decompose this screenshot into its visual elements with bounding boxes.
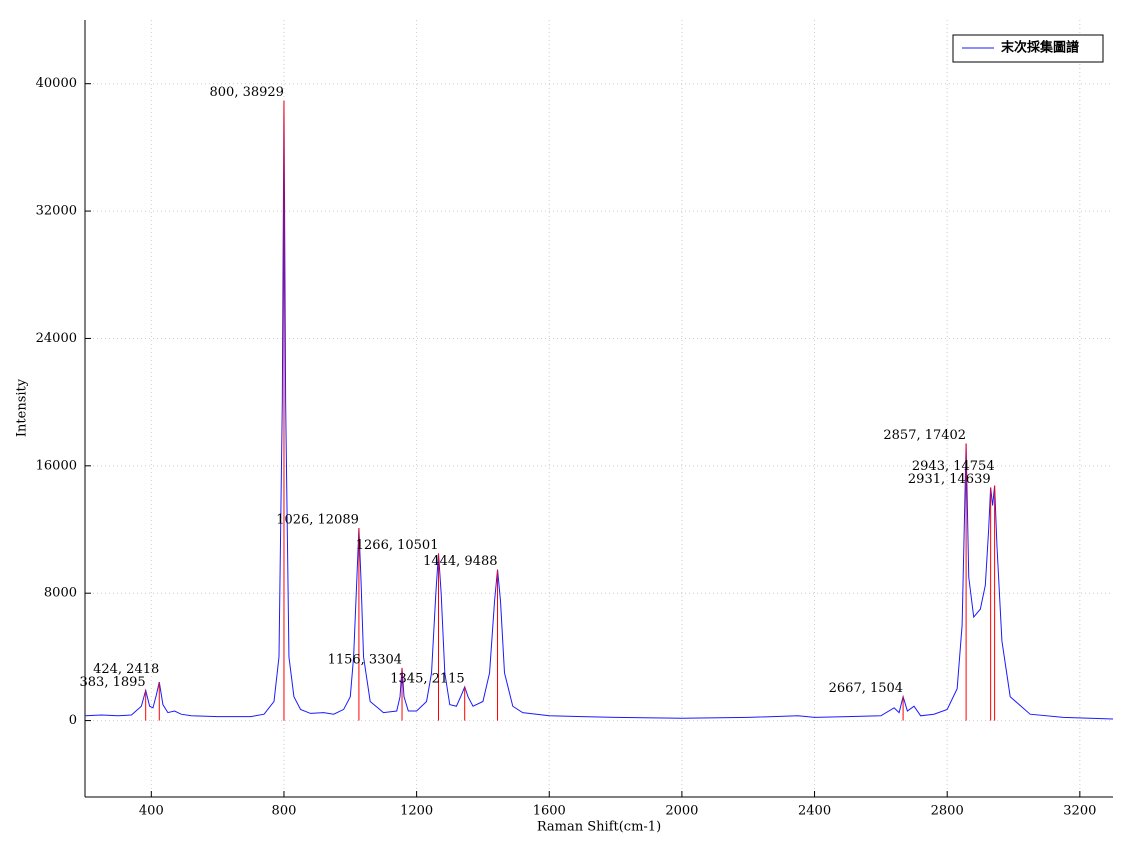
peak-label: 383, 1895 — [80, 675, 146, 690]
y-tick-label: 8000 — [44, 586, 77, 601]
y-tick-label: 40000 — [36, 76, 77, 91]
legend-label: 末次採集圖譜 — [1000, 40, 1079, 56]
x-tick-label: 1200 — [400, 804, 433, 819]
x-tick-label: 400 — [139, 804, 164, 819]
legend: 末次採集圖譜 — [962, 40, 1079, 56]
peak-label: 1156, 3304 — [328, 652, 402, 667]
y-tick-label: 24000 — [36, 331, 77, 346]
peak-label: 2931, 14639 — [908, 472, 991, 487]
peak-label: 1266, 10501 — [356, 538, 439, 553]
peak-label: 2667, 1504 — [829, 681, 903, 696]
y-tick-label: 0 — [69, 713, 77, 728]
spectrum-line — [85, 100, 1113, 720]
y-axis-label: Intensity — [15, 378, 30, 437]
x-tick-label: 1600 — [533, 804, 566, 819]
peak-label: 800, 38929 — [210, 85, 284, 100]
peak-label: 1345, 2115 — [390, 671, 464, 686]
y-tick-label: 32000 — [36, 204, 77, 219]
peak-label: 1444, 9488 — [423, 554, 497, 569]
peak-label: 424, 2418 — [93, 662, 159, 677]
x-tick-label: 800 — [272, 804, 297, 819]
x-tick-label: 2400 — [798, 804, 831, 819]
x-tick-label: 2800 — [931, 804, 964, 819]
peak-label: 2943, 14754 — [912, 459, 995, 474]
x-axis-label: Raman Shift(cm-1) — [537, 820, 661, 835]
y-tick-label: 16000 — [36, 458, 77, 473]
x-tick-label: 2000 — [665, 804, 698, 819]
peak-label: 1026, 12089 — [276, 513, 359, 528]
peak-label: 2857, 17402 — [883, 428, 966, 443]
x-tick-label: 3200 — [1063, 804, 1096, 819]
